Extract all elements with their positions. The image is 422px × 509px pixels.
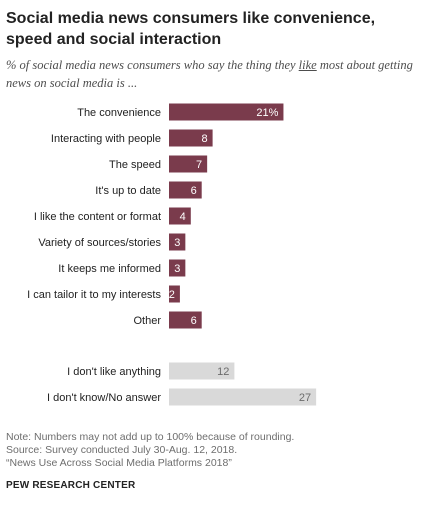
brand-logo-text: PEW RESEARCH CENTER xyxy=(6,480,136,491)
bar-value-label: 8 xyxy=(201,133,207,145)
note-line: Note: Numbers may not add up to 100% bec… xyxy=(6,431,295,443)
bar-value-label: 6 xyxy=(191,315,197,327)
chart-title: Social media news consumers like conveni… xyxy=(6,10,376,48)
category-label: I don't like anything xyxy=(67,366,161,378)
chart-subtitle: % of social media news consumers who say… xyxy=(6,56,418,92)
category-label: I don't know/No answer xyxy=(47,392,161,404)
bar-value-label: 3 xyxy=(174,263,180,275)
bar-value-label: 27 xyxy=(299,392,311,404)
category-label: Interacting with people xyxy=(51,133,161,145)
bar xyxy=(169,155,208,173)
category-label: I like the content or format xyxy=(34,211,161,223)
subtitle-prefix: % of social media news consumers who say… xyxy=(6,58,299,72)
source-line: Source: Survey conducted July 30-Aug. 12… xyxy=(6,444,238,456)
report-line: “News Use Across Social Media Platforms … xyxy=(6,457,232,469)
bar xyxy=(169,181,202,199)
bar xyxy=(169,388,317,406)
bar xyxy=(169,259,186,277)
bar xyxy=(169,103,284,121)
subtitle-suffix: most about getting news on social media … xyxy=(6,58,413,90)
bar-value-label: 2 xyxy=(169,289,175,301)
category-label: It's up to date xyxy=(95,185,161,197)
bar xyxy=(169,362,235,380)
bar xyxy=(169,311,202,329)
bar xyxy=(169,233,186,251)
bar-value-label: 21% xyxy=(256,107,278,119)
category-label: Other xyxy=(133,315,161,327)
category-label: It keeps me informed xyxy=(58,263,161,275)
category-label: The convenience xyxy=(77,107,161,119)
bar xyxy=(169,207,191,225)
bar-value-label: 6 xyxy=(191,185,197,197)
bar xyxy=(169,285,180,303)
category-label: Variety of sources/stories xyxy=(38,237,161,249)
bar-value-label: 4 xyxy=(180,211,186,223)
subtitle-emphasis: like xyxy=(298,58,317,72)
category-label: The speed xyxy=(109,159,161,171)
bar-chart: The convenience 21% Interacting with peopl… xyxy=(27,103,317,406)
chart-notes: Note: Numbers may not add up to 100% bec… xyxy=(6,431,418,470)
category-label: I can tailor it to my interests xyxy=(27,289,161,301)
bar-value-label: 3 xyxy=(174,237,180,249)
bar-value-label: 7 xyxy=(196,159,202,171)
bar-value-label: 12 xyxy=(217,366,229,378)
bar xyxy=(169,129,213,147)
